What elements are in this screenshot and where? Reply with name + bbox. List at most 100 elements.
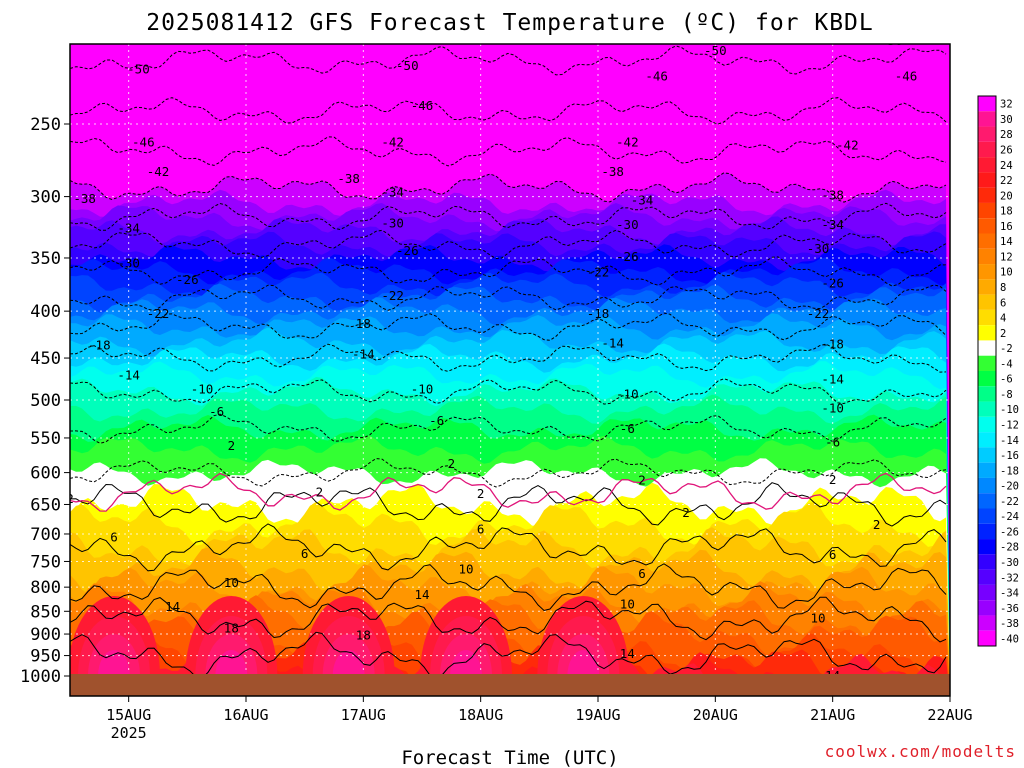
isotherm-line xyxy=(70,136,947,167)
contour-label: 6 xyxy=(829,547,837,562)
colorbar-label: 32 xyxy=(1000,99,1013,111)
colorbar-swatch xyxy=(978,187,996,203)
colorbar-swatch xyxy=(978,111,996,127)
contour-labels: -50 -50-50-50-46-46-46 -46-42-42 -42 -42-38-… xyxy=(66,43,917,683)
contour-label: -46 xyxy=(411,98,434,113)
colorbar-swatch xyxy=(978,218,996,234)
x-tick-sublabel: 2025 xyxy=(111,724,147,742)
colorbar-swatch xyxy=(978,584,996,601)
y-tick-label: 600 xyxy=(30,464,61,484)
contour-label: -34 xyxy=(117,220,140,235)
contour-label: -18 xyxy=(821,337,844,352)
colorbar-swatch xyxy=(978,569,996,585)
contour-label: 14 xyxy=(620,646,635,661)
contour-label: -22 xyxy=(381,288,404,303)
x-tick-label: 20AUG xyxy=(693,706,738,724)
contour-label: -26 xyxy=(396,243,419,258)
contour-label: -42 xyxy=(616,135,639,150)
contour-label: -30 xyxy=(807,241,830,256)
contour-label: -10 xyxy=(191,382,214,397)
colorbar-label: -26 xyxy=(1000,526,1019,538)
y-tick-label: 450 xyxy=(30,349,61,369)
y-tick-label: 400 xyxy=(30,302,61,322)
colorbar-swatch xyxy=(978,401,996,417)
contour-label: -38 xyxy=(73,191,96,206)
contour-label: 2 xyxy=(829,472,837,487)
colorbar-swatch xyxy=(978,371,996,387)
colorbar-label: -34 xyxy=(1000,588,1019,600)
isotherm-line xyxy=(70,172,947,203)
colorbar-swatch xyxy=(978,325,996,341)
colorbar-label: 12 xyxy=(1000,251,1013,263)
contour-label: -42 xyxy=(147,164,170,179)
colorbar-swatch xyxy=(978,279,996,295)
contour-label: 6 xyxy=(638,566,646,581)
isotherm-line xyxy=(70,343,947,373)
isotherm-line xyxy=(70,312,947,341)
contour-label: -38 xyxy=(601,164,624,179)
colorbar-label: -6 xyxy=(1000,374,1013,386)
y-tick-label: 300 xyxy=(30,188,61,208)
contour-label: 10 xyxy=(458,561,473,576)
y-tick-label: 1000 xyxy=(20,667,61,687)
colorbar-label: -24 xyxy=(1000,511,1019,523)
colorbar-label: -30 xyxy=(1000,557,1019,569)
colorbar-label: 18 xyxy=(1000,206,1013,218)
colorbar-label: -10 xyxy=(1000,404,1019,416)
colorbar-swatch xyxy=(978,523,996,540)
colorbar-label: 24 xyxy=(1000,160,1013,172)
contour-label: -30 xyxy=(381,216,404,231)
x-tick-label: 15AUG xyxy=(106,706,151,724)
credit-text[interactable]: coolwx.com/modelts xyxy=(825,742,1016,761)
contour-label: -22 xyxy=(807,306,830,321)
colorbar-label: -36 xyxy=(1000,603,1019,615)
isotherm-line xyxy=(70,256,946,287)
contour-label: 2 xyxy=(66,491,74,506)
colorbar-label: 22 xyxy=(1000,175,1013,187)
colorbar-swatch xyxy=(978,416,996,433)
contour-label: -46 xyxy=(645,69,668,84)
colorbar-swatch xyxy=(978,309,996,326)
contour-label: -26 xyxy=(821,275,844,290)
y-tick-label: 250 xyxy=(30,115,61,135)
freezing-line xyxy=(70,472,947,512)
isotherm-line xyxy=(70,631,947,680)
y-tick-label: 550 xyxy=(30,429,61,449)
contour-label: -18 xyxy=(88,337,111,352)
colorbar-label: 6 xyxy=(1000,297,1006,309)
contour-label: -46 xyxy=(132,135,155,150)
x-tick-label: 22AUG xyxy=(927,706,972,724)
y-tick-label: 750 xyxy=(30,552,61,572)
y-tick-label: 350 xyxy=(30,249,61,269)
contour-label: 14 xyxy=(165,599,180,614)
contour-label: -42 xyxy=(836,138,859,153)
x-axis-label: Forecast Time (UTC) xyxy=(401,747,618,768)
y-tick-label: 950 xyxy=(30,647,61,667)
x-tick-label: 16AUG xyxy=(223,706,268,724)
y-tick-label: 700 xyxy=(30,525,61,545)
colorbar-label: 16 xyxy=(1000,221,1013,233)
y-tick-label: 800 xyxy=(30,578,61,598)
contour-label: -10 xyxy=(411,382,434,397)
contour-label: -18 xyxy=(587,306,610,321)
colorbar-swatch xyxy=(978,462,996,478)
contour-label: -50 xyxy=(127,61,150,76)
colorbar-label: 4 xyxy=(1000,313,1006,325)
contour-label: -26 xyxy=(616,249,639,264)
y-tick-label: 850 xyxy=(30,602,61,622)
isotherm-line xyxy=(70,596,947,643)
contour-label: -6 xyxy=(620,421,635,436)
colorbar-label: -4 xyxy=(1000,358,1013,370)
contour-label: -50 xyxy=(704,43,727,58)
contour-label: 6 xyxy=(477,521,485,536)
colorbar-swatch xyxy=(978,248,996,265)
colorbar-legend: 32 30 28 26 24 22 20 18 16 14 12 10 8 6 4 2 -2 -4 -6 -8 -10 -… xyxy=(977,95,1019,647)
colorbar-swatch xyxy=(978,432,996,448)
colorbar-label: -32 xyxy=(1000,572,1019,584)
contour-label: 10 xyxy=(224,575,239,590)
contour-label: -6 xyxy=(825,434,840,449)
contour-label: 2 xyxy=(682,505,690,520)
colorbar-swatch xyxy=(978,600,996,616)
contour-label: 10 xyxy=(810,611,825,626)
colorbar-swatch xyxy=(978,386,996,402)
